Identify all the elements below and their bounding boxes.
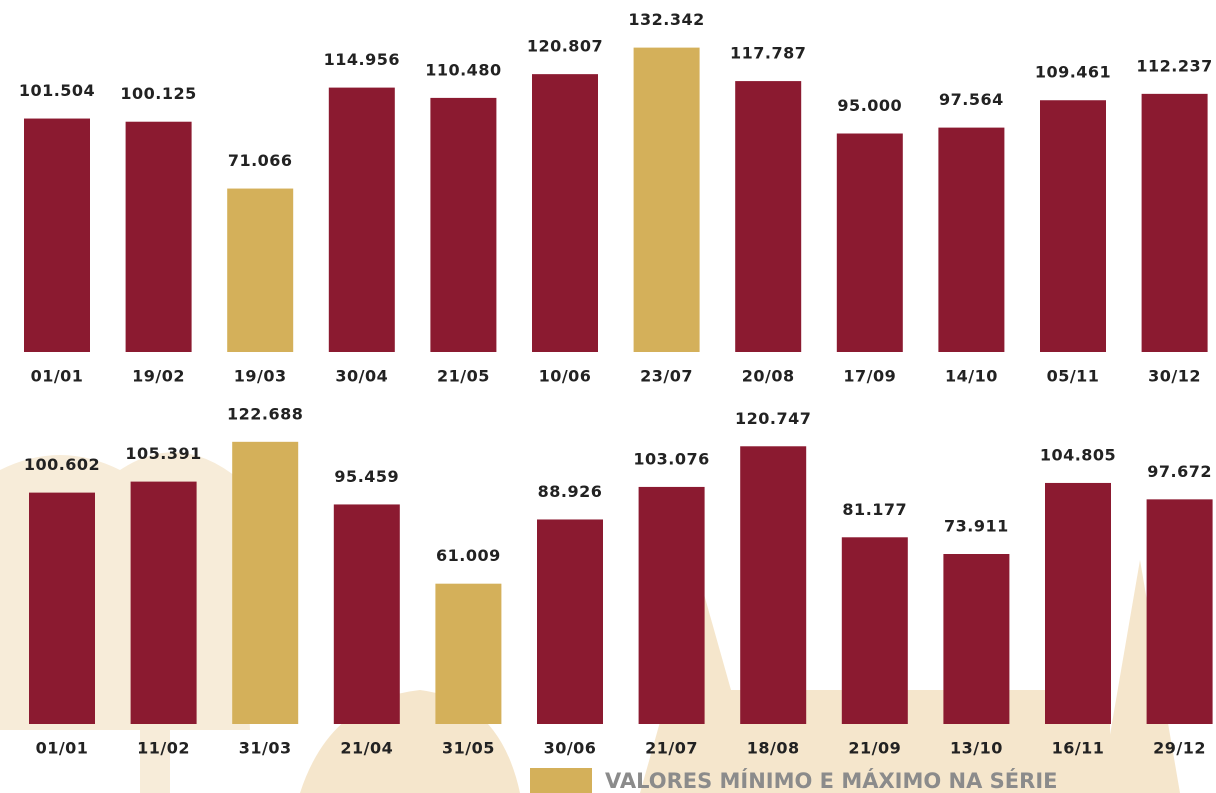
- bar: [24, 118, 90, 352]
- bar: [532, 74, 598, 353]
- x-tick-label: 11/02: [137, 739, 190, 758]
- x-tick-label: 10/06: [539, 367, 592, 386]
- bar: [943, 554, 1010, 724]
- bar: [1146, 499, 1213, 724]
- bar: [232, 441, 299, 724]
- bar: [537, 519, 603, 724]
- bar: [638, 486, 705, 724]
- x-tick-label: 30/04: [335, 367, 388, 386]
- value-label: 100.602: [24, 455, 100, 474]
- value-label: 95.459: [334, 467, 399, 486]
- value-label: 97.672: [1147, 462, 1212, 481]
- value-label: 81.177: [842, 500, 907, 519]
- x-tick-label: 21/09: [848, 739, 901, 758]
- value-label: 100.125: [120, 84, 196, 103]
- x-tick-label: 30/06: [544, 739, 597, 758]
- x-tick-label: 01/01: [36, 739, 89, 758]
- legend-swatch: [530, 768, 592, 793]
- bar: [227, 188, 294, 352]
- bar: [1045, 482, 1111, 724]
- x-tick-label: 13/10: [950, 739, 1003, 758]
- bar: [836, 133, 903, 352]
- value-label: 95.000: [837, 96, 902, 115]
- x-tick-label: 16/11: [1052, 739, 1105, 758]
- x-tick-label: 31/03: [239, 739, 292, 758]
- value-label: 132.342: [628, 10, 704, 29]
- value-label: 114.956: [324, 50, 400, 69]
- x-tick-label: 05/11: [1047, 367, 1100, 386]
- x-tick-label: 29/12: [1153, 739, 1206, 758]
- x-tick-label: 14/10: [945, 367, 998, 386]
- x-tick-label: 21/04: [340, 739, 393, 758]
- x-tick-label: 19/02: [132, 367, 185, 386]
- value-label: 112.237: [1136, 56, 1212, 75]
- bar: [1040, 100, 1106, 352]
- value-label: 88.926: [538, 482, 603, 501]
- value-label: 104.805: [1040, 445, 1116, 464]
- bar: [130, 481, 197, 724]
- value-label: 101.504: [19, 81, 95, 100]
- value-label: 120.807: [527, 37, 603, 56]
- bar: [633, 47, 700, 352]
- bar: [1141, 93, 1208, 353]
- value-label: 110.480: [425, 60, 501, 79]
- value-label: 122.688: [227, 404, 303, 423]
- x-tick-label: 30/12: [1148, 367, 1201, 386]
- bar: [938, 127, 1005, 352]
- bar: [841, 537, 908, 724]
- bar: [435, 583, 502, 724]
- bar: [740, 446, 807, 724]
- value-label: 61.009: [436, 546, 501, 565]
- bar: [29, 492, 95, 724]
- x-tick-label: 21/05: [437, 367, 490, 386]
- value-label: 71.066: [228, 151, 293, 170]
- x-tick-label: 01/01: [31, 367, 84, 386]
- value-label: 120.747: [735, 409, 811, 428]
- bar: [333, 504, 400, 724]
- x-tick-label: 23/07: [640, 367, 693, 386]
- value-label: 103.076: [633, 449, 709, 468]
- x-tick-label: 31/05: [442, 739, 495, 758]
- x-tick-label: 20/08: [742, 367, 795, 386]
- bar: [735, 81, 802, 352]
- bar: [328, 87, 395, 352]
- value-label: 73.911: [944, 517, 1009, 536]
- x-tick-label: 21/07: [645, 739, 698, 758]
- x-tick-label: 17/09: [843, 367, 896, 386]
- legend-label: VALORES MÍNIMO E MÁXIMO NA SÉRIE: [605, 768, 1057, 793]
- value-label: 109.461: [1035, 63, 1111, 82]
- bar: [125, 121, 192, 353]
- value-label: 105.391: [125, 444, 201, 463]
- value-label: 117.787: [730, 44, 806, 63]
- bar: [430, 97, 497, 353]
- value-label: 97.564: [939, 90, 1004, 109]
- x-tick-label: 19/03: [234, 367, 287, 386]
- x-tick-label: 18/08: [747, 739, 800, 758]
